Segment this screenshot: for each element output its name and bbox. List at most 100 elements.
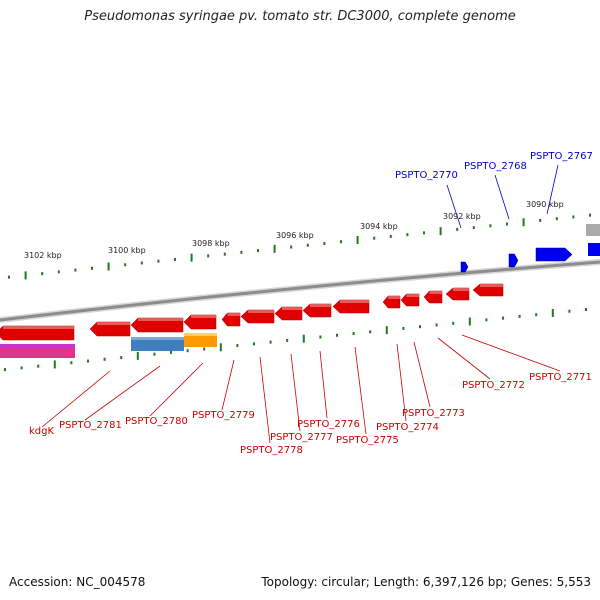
genome-summary-text: Topology: circular; Length: 6,397,126 bp…	[261, 575, 591, 589]
outer-tick	[124, 263, 127, 267]
gene-label: kdgK	[29, 426, 54, 437]
gene-feature	[382, 295, 401, 309]
inner-tick	[236, 344, 239, 348]
genome-backbone	[0, 259, 600, 323]
gene-feature-shine	[191, 315, 216, 318]
gene-feature-forward	[535, 247, 573, 262]
inner-tick	[87, 359, 89, 363]
inner-tick	[120, 356, 123, 360]
map-title: Pseudomonas syringae pv. tomato str. DC3…	[84, 9, 516, 24]
gene-label: PSPTO_2771	[529, 372, 592, 383]
inner-tick	[336, 333, 338, 337]
gene-feature	[221, 312, 241, 327]
outer-tick	[190, 253, 193, 262]
outer-tick	[240, 250, 243, 254]
inner-tick	[485, 318, 488, 322]
outer-tick	[572, 215, 575, 219]
outer-tick	[439, 227, 442, 236]
gene-feature	[445, 287, 470, 301]
inner-tick	[452, 321, 455, 325]
inner-tick	[568, 309, 571, 313]
inner-tick	[302, 334, 305, 343]
leader-line	[396, 343, 407, 422]
outer-tick	[506, 222, 508, 226]
inner-tick	[186, 349, 189, 353]
inner-tick	[468, 317, 471, 326]
gene-label: PSPTO_2773	[402, 408, 465, 419]
outer-tick	[8, 275, 10, 279]
inner-tick	[585, 308, 587, 312]
gene-feature	[89, 321, 131, 337]
gene-feature-shine	[97, 322, 130, 325]
leader-line	[259, 356, 271, 444]
gene-label: PSPTO_2778	[240, 445, 303, 456]
gene-feature	[423, 290, 443, 304]
inner-tick	[219, 343, 222, 352]
leader-line	[413, 341, 431, 408]
outer-tick	[57, 270, 60, 274]
gene-feature-blue-top	[131, 337, 184, 340]
gene-feature	[0, 325, 75, 341]
position-label: 3098 kbp	[192, 239, 230, 248]
gene-feature	[400, 293, 420, 307]
position-label: 3100 kbp	[108, 246, 146, 255]
inner-tick	[435, 323, 438, 327]
outer-tick	[290, 245, 293, 249]
gene-label: PSPTO_2777	[270, 432, 333, 443]
inner-tick	[535, 313, 538, 317]
leader-line	[84, 365, 161, 421]
leader-line	[290, 353, 301, 432]
gene-label: PSPTO_2776	[297, 419, 360, 430]
gene-feature-shine	[3, 326, 74, 329]
outer-tick	[539, 218, 542, 222]
gene-feature-pink-top	[0, 344, 75, 348]
gene-feature-shine	[452, 288, 469, 291]
gene-feature-shine	[406, 294, 419, 297]
gene-feature	[274, 306, 303, 321]
inner-tick	[369, 330, 372, 334]
accession-text: Accession: NC_004578	[9, 575, 146, 589]
outer-tick	[406, 233, 409, 237]
outer-tick	[423, 231, 425, 235]
leader-line	[446, 184, 462, 229]
backbone-line	[0, 260, 600, 322]
gene-feature-shine	[248, 310, 274, 313]
outer-tick	[140, 261, 143, 265]
inner-tick	[385, 326, 388, 335]
gene-feature-forward	[588, 243, 600, 256]
gene-label: PSPTO_2779	[192, 410, 255, 421]
outer-tick	[389, 234, 392, 238]
outer-tick	[41, 272, 44, 276]
inner-tick	[253, 342, 255, 346]
inner-tick	[170, 350, 172, 354]
inner-tick-track	[4, 308, 587, 372]
inner-tick	[518, 314, 521, 318]
leader-line	[494, 174, 510, 220]
position-label: 3090 kbp	[526, 200, 564, 209]
gene-feature-blue	[131, 337, 184, 351]
gene-feature-shine	[480, 284, 503, 287]
position-label: 3092 kbp	[443, 212, 481, 221]
inner-tick	[352, 332, 355, 336]
inner-tick	[286, 338, 289, 342]
outer-tick	[223, 252, 226, 256]
gene-feature-shine	[310, 304, 331, 307]
inner-tick	[70, 361, 73, 365]
outer-tick	[306, 243, 309, 247]
outer-tick	[107, 262, 110, 271]
gene-label: PSPTO_2775	[336, 435, 399, 446]
gene-label: PSPTO_2774	[376, 422, 439, 433]
leader-line	[437, 337, 491, 380]
outer-tick-track	[8, 213, 591, 280]
outer-tick	[356, 235, 359, 244]
outer-tick	[174, 257, 176, 261]
position-label: 3096 kbp	[276, 231, 314, 240]
gene-feature	[240, 309, 275, 324]
outer-tick	[157, 259, 160, 263]
outer-tick	[589, 213, 591, 217]
outer-tick	[555, 217, 558, 221]
gene-feature	[183, 314, 217, 330]
inner-tick	[551, 308, 554, 317]
